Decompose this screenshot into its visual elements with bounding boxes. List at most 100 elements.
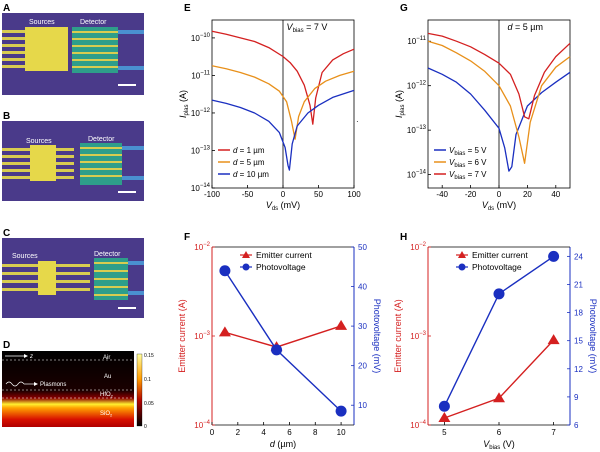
data-point-circle bbox=[335, 405, 347, 417]
x-axis-label: Vds (mV) bbox=[482, 200, 516, 212]
y2-tick-label: 21 bbox=[574, 280, 583, 289]
series-line bbox=[211, 65, 355, 140]
y-tick-label: 10−14 bbox=[407, 170, 427, 180]
panel-letter: D bbox=[3, 340, 10, 351]
micrograph bbox=[2, 121, 144, 201]
y-tick-label: 10−12 bbox=[407, 81, 427, 91]
legend-label: d = 1 µm bbox=[233, 146, 265, 155]
x-tick-label: -40 bbox=[436, 190, 448, 199]
x-tick-label: 7 bbox=[551, 428, 556, 437]
svg-text:0.15: 0.15 bbox=[144, 353, 154, 359]
colorbar bbox=[136, 353, 143, 427]
legend-marker bbox=[458, 251, 466, 258]
chart-f: 0 2 4 6 8 10 10−2 10−3 10−4 10 20 30 40 50 d (µm) Emitt… bbox=[177, 242, 382, 449]
sio2-label: SiO2 bbox=[100, 411, 113, 418]
data-point-triangle bbox=[547, 334, 560, 345]
y-tick-label: 10−3 bbox=[194, 331, 210, 341]
x-tick-label: 100 bbox=[347, 190, 361, 199]
sources-label: Sources bbox=[12, 253, 38, 260]
y-tick-label: 10−4 bbox=[410, 420, 426, 430]
x-tick-label: 40 bbox=[551, 190, 560, 199]
x-tick-label: -50 bbox=[242, 190, 254, 199]
legend-marker bbox=[242, 251, 250, 258]
panel-c: C Sources Detector bbox=[2, 228, 144, 318]
y-tick-label: 10−2 bbox=[410, 242, 426, 252]
panel-d: D z Plasmons Air Au HfO2 SiO2 0.15 0.1 0… bbox=[2, 340, 154, 430]
y-tick-label: 10−2 bbox=[194, 242, 210, 252]
data-point-triangle bbox=[438, 411, 451, 422]
y2-tick-label: 12 bbox=[574, 365, 583, 374]
scale-bar bbox=[118, 307, 136, 309]
data-point-triangle bbox=[335, 319, 348, 330]
x-axis-label: d (µm) bbox=[270, 439, 296, 449]
legend-label: Emitter current bbox=[256, 250, 312, 260]
legend-label: Vbias = 5 V bbox=[449, 146, 487, 157]
panel-b: B Sources Detector bbox=[2, 111, 144, 201]
series-line bbox=[211, 89, 355, 171]
condition-annotation: d = 5 µm bbox=[508, 22, 543, 32]
plasmon-wave-icon bbox=[5, 381, 25, 387]
y2-tick-label: 6 bbox=[574, 421, 579, 430]
legend-label: Vbias = 6 V bbox=[449, 158, 487, 169]
panel-letter: A bbox=[3, 3, 10, 14]
y-axis-label: Emitter current (A) bbox=[177, 299, 187, 373]
sources-label: Sources bbox=[26, 138, 52, 145]
legend-label: Photovoltage bbox=[472, 262, 522, 272]
panel-letter: C bbox=[3, 228, 10, 239]
y2-tick-label: 24 bbox=[574, 252, 583, 261]
y-tick-label: 10−11 bbox=[191, 70, 210, 80]
x-tick-label: 6 bbox=[497, 428, 502, 437]
y2-tick-label: 20 bbox=[358, 362, 367, 371]
x-tick-label: -20 bbox=[465, 190, 477, 199]
detector-electrode bbox=[72, 27, 144, 73]
y-axis-label: Iplas (A) bbox=[178, 90, 190, 118]
y2-axis-label: Photovoltage (mV) bbox=[372, 299, 382, 374]
detector-label: Detector bbox=[94, 251, 121, 258]
y-tick-label: 10−12 bbox=[191, 108, 211, 118]
legend-label: d = 5 µm bbox=[233, 158, 265, 167]
colorbar-ticks: 0.15 0.1 0.05 0 bbox=[144, 353, 154, 430]
detector-electrode bbox=[94, 258, 144, 300]
y-axis-label: Iplas (A) bbox=[394, 90, 406, 118]
series-line bbox=[427, 32, 571, 120]
legend-marker bbox=[458, 263, 466, 271]
legend-marker bbox=[242, 263, 250, 271]
y-tick-label: 10−13 bbox=[191, 145, 211, 155]
panel-letter: B bbox=[3, 111, 10, 122]
y-tick-label: 10−4 bbox=[194, 420, 210, 430]
series-line bbox=[224, 325, 342, 348]
y-tick-label: 10−13 bbox=[407, 125, 427, 135]
condition-annotation: Vbias = 7 V bbox=[287, 22, 328, 34]
legend-label: d = 10 µm bbox=[233, 170, 269, 179]
x-tick-label: -100 bbox=[204, 190, 221, 199]
y2-tick-label: 10 bbox=[358, 401, 367, 410]
legend-label: Emitter current bbox=[472, 250, 528, 260]
chart-h: 5 6 7 10−2 10−3 10−4 6 9 12 15 18 21 24 Vbias (V) Emit… bbox=[393, 242, 598, 451]
data-point-circle bbox=[438, 400, 450, 412]
y-tick-label: 10−11 bbox=[407, 36, 426, 46]
legend-label: Vbias = 7 V bbox=[449, 170, 487, 181]
series-line bbox=[211, 30, 355, 125]
x-axis-label: Vbias (V) bbox=[483, 439, 515, 451]
y2-tick-label: 9 bbox=[574, 393, 579, 402]
data-point-circle bbox=[219, 265, 231, 277]
x-tick-label: 0 bbox=[281, 190, 286, 199]
legend-label: Photovoltage bbox=[256, 262, 306, 272]
stray-dot: · bbox=[356, 117, 359, 126]
svg-text:0: 0 bbox=[144, 424, 147, 430]
x-tick-label: 10 bbox=[337, 428, 346, 437]
charts-layer: -100 -50 0 50 10010−1010−1110−1210−1310−14Vd… bbox=[177, 19, 598, 451]
source-electrodes bbox=[2, 27, 68, 71]
chart-e: -100 -50 0 50 100 10−10 10−11 10−12 10−13 10−14 Vd… bbox=[178, 19, 361, 212]
z-label: z bbox=[29, 354, 33, 360]
scale-bar bbox=[118, 191, 136, 193]
source-electrodes bbox=[2, 145, 74, 181]
hfo2-label: HfO2 bbox=[100, 392, 114, 399]
source-electrodes bbox=[2, 261, 90, 295]
x-tick-label: 6 bbox=[287, 428, 292, 437]
y2-tick-label: 18 bbox=[574, 309, 583, 318]
air-label: Air bbox=[103, 355, 110, 361]
x-tick-label: 0 bbox=[497, 190, 502, 199]
x-tick-label: 0 bbox=[210, 428, 215, 437]
